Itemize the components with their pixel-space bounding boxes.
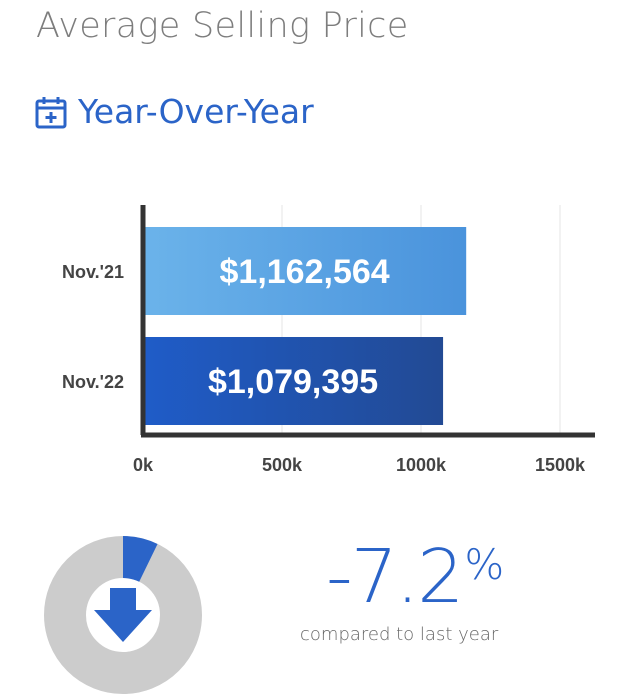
axes (140, 205, 595, 438)
change-donut (44, 536, 202, 694)
labels: 0k 500k 1000k 1500k $1,162,564 Nov.'21 $1,079,… (62, 253, 586, 475)
bars (143, 227, 467, 425)
bar (143, 337, 444, 425)
selling-price-bar-chart: 0k 500k 1000k 1500k $1,162,564 Nov.'21 $1,079,… (62, 205, 595, 475)
x-tick-label: 500k (262, 455, 303, 475)
category-label: Nov.'21 (62, 262, 124, 282)
change-value: -7.2% (326, 540, 504, 614)
page-title: Average Selling Price (36, 6, 409, 46)
x-tick-label: 1000k (396, 455, 447, 475)
x-tick-label: 0k (133, 455, 154, 475)
arrow-down-icon (94, 588, 152, 642)
bar (143, 227, 467, 315)
bar-value-label: $1,162,564 (220, 253, 390, 291)
change-caption: compared to last year (300, 624, 499, 645)
chart-subtitle: Year-Over-Year (78, 92, 314, 131)
subtitle-row: Year-Over-Year (34, 92, 314, 131)
calendar-plus-icon (35, 96, 67, 128)
change-number: -7.2 (326, 534, 464, 620)
bar-value-label: $1,079,395 (208, 363, 378, 401)
category-label: Nov.'22 (62, 372, 124, 392)
change-unit: % (464, 540, 504, 589)
x-tick-label: 1500k (535, 455, 586, 475)
donut-fill-segment (123, 536, 158, 582)
